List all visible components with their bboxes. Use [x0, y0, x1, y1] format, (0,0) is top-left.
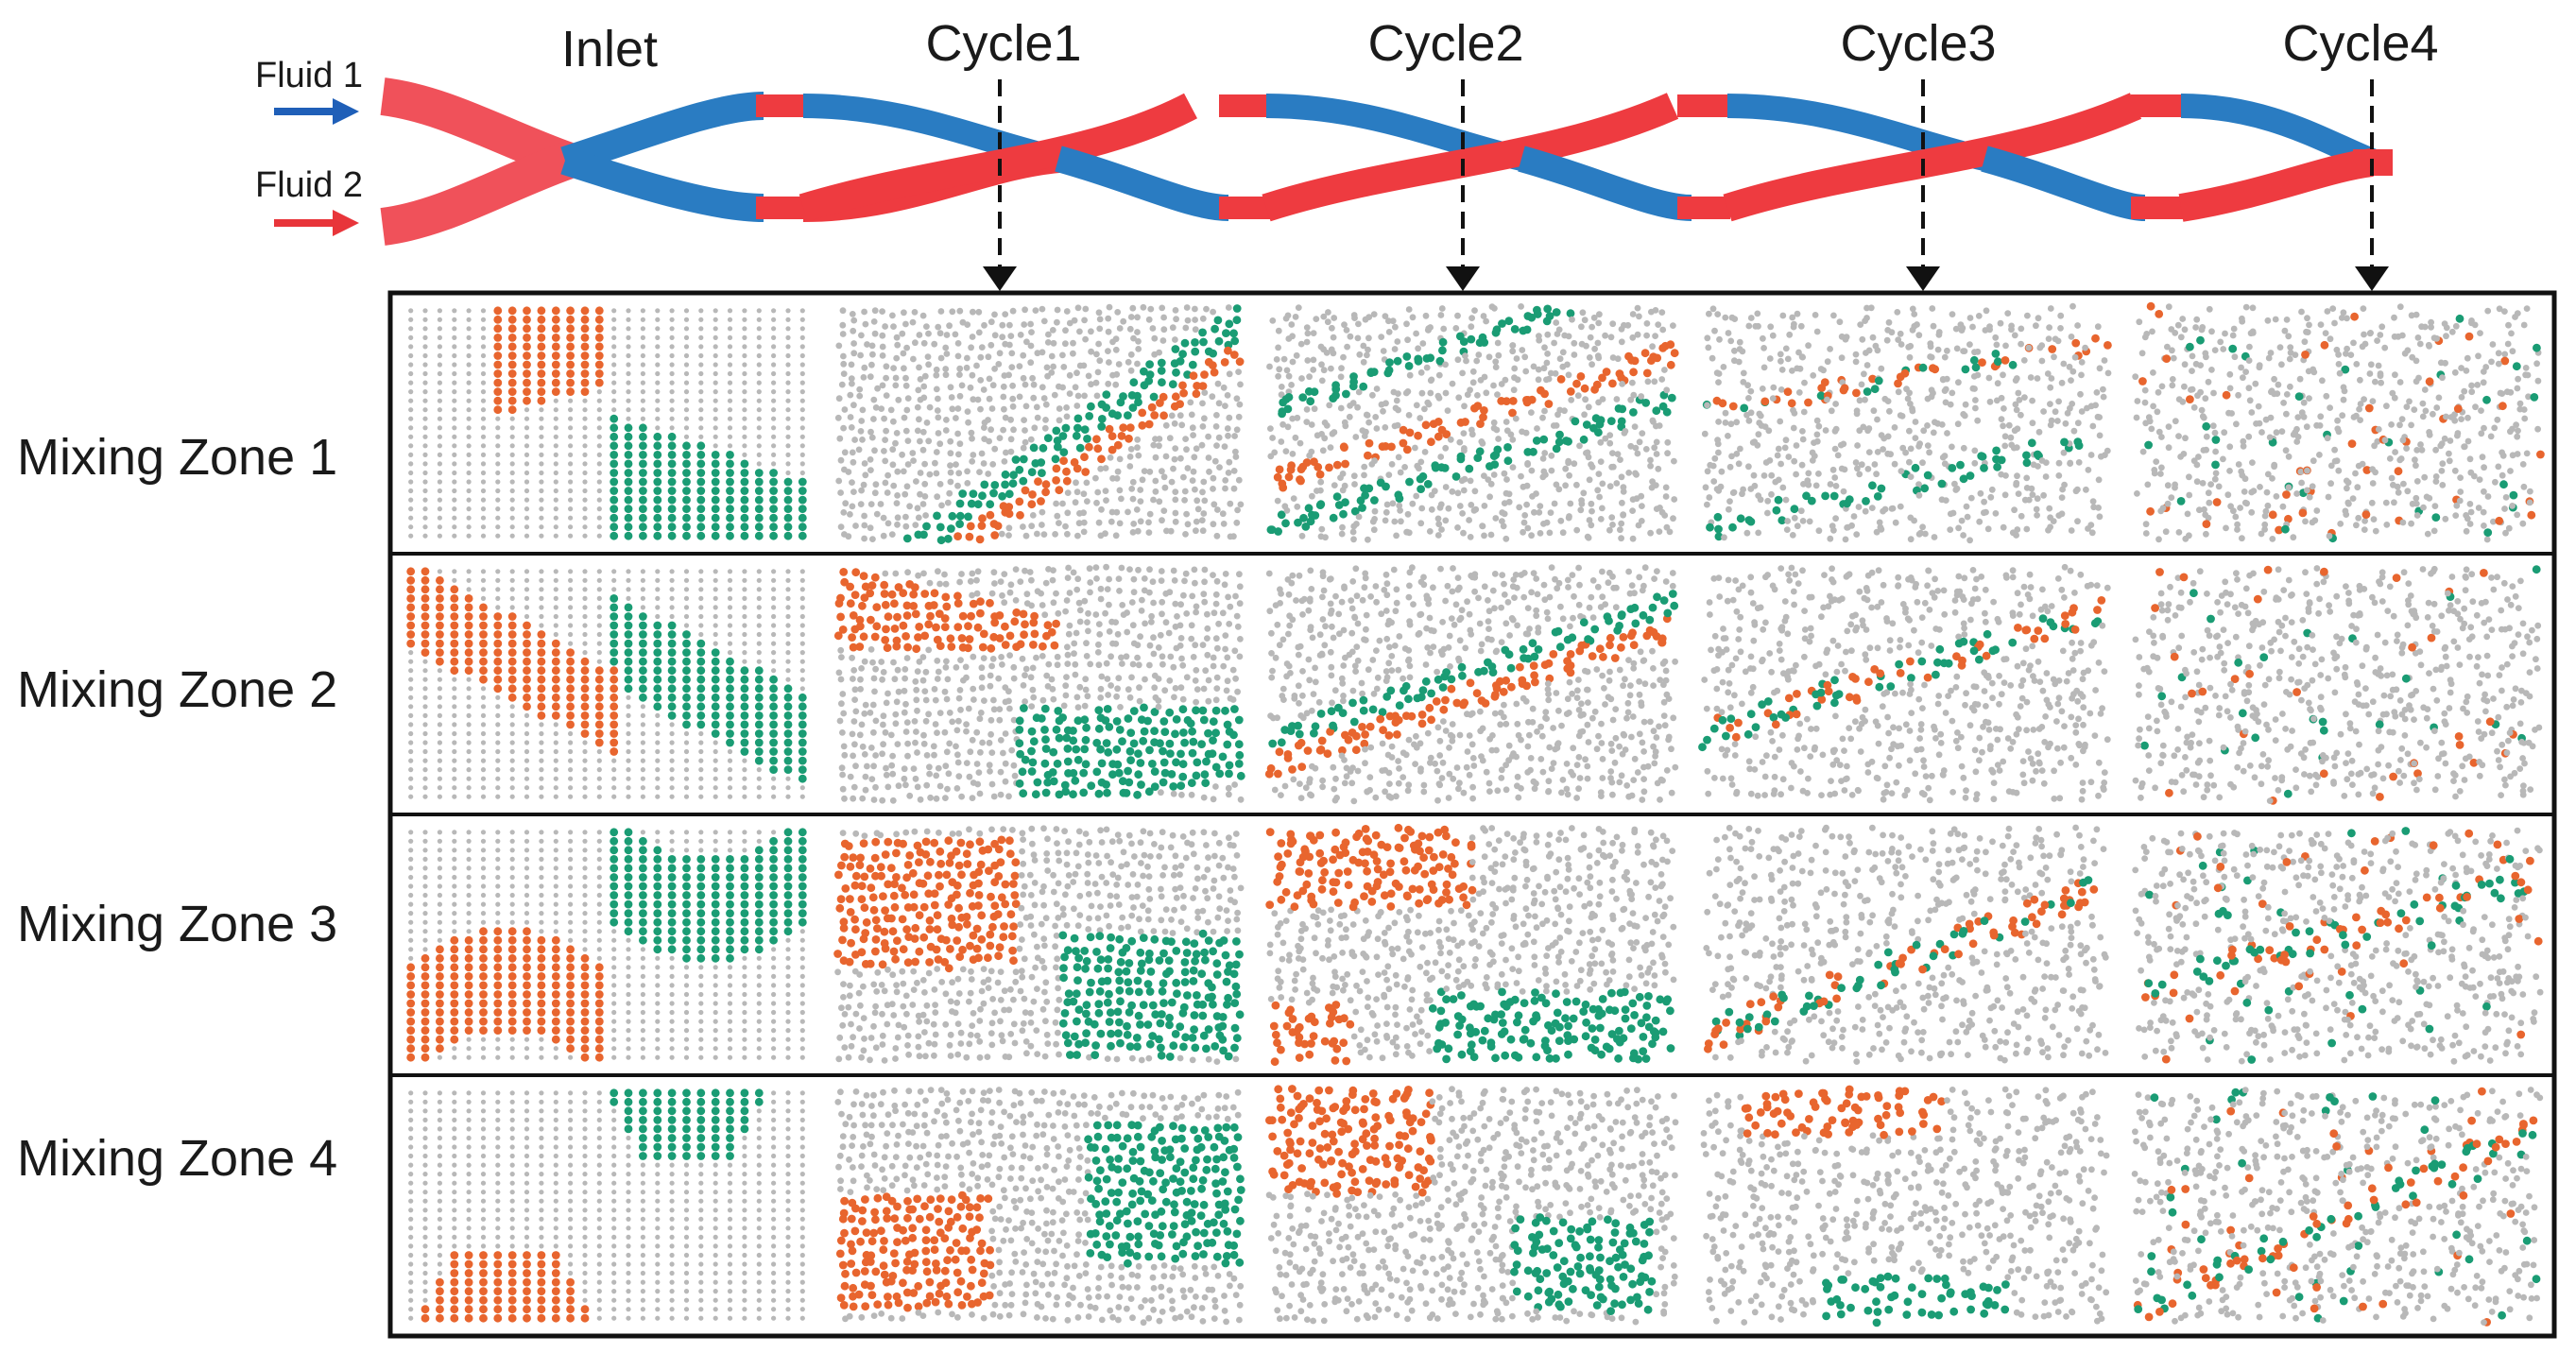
mixing-panel-zone1-cycle4: [2132, 301, 2545, 543]
mixing-grid: Mixing Zone 1 Mixing Zone 2 Mixing Zone …: [17, 290, 2557, 1339]
mixing-panel-zone2-cycle3: [1698, 563, 2111, 804]
fluid1-label: Fluid 1: [255, 56, 363, 95]
mixing-panel-zone4-cycle3: [1700, 1085, 2110, 1327]
row-label-zone3: Mixing Zone 3: [17, 896, 337, 952]
row-label-zone1: Mixing Zone 1: [17, 429, 337, 486]
cycle4-label: Cycle4: [2282, 15, 2438, 72]
cycle-arrows: [983, 79, 2389, 291]
mixing-panel-zone4-cycle1: [834, 1087, 1245, 1327]
row-label-zone4: Mixing Zone 4: [17, 1130, 337, 1187]
mixing-panel-zone3-cycle3: [1703, 824, 2109, 1065]
mixing-panel-zone2-cycle1: [833, 563, 1245, 804]
mixing-panel-zone3-inlet: [406, 828, 807, 1062]
cycle1-label: Cycle1: [925, 15, 1081, 72]
mixing-panel-zone3-cycle4: [2132, 827, 2544, 1065]
mixing-panel-zone3-cycle2: [1265, 823, 1677, 1067]
mixing-panel-zone4-cycle4: [2131, 1087, 2544, 1327]
fluid2-arrow: [274, 210, 359, 236]
cycle3-arrow: [1906, 79, 1940, 291]
cycle1-arrow: [983, 79, 1017, 291]
fluid2-label: Fluid 2: [255, 165, 363, 205]
mixing-panel-zone1-cycle1: [834, 303, 1245, 545]
mixing-panel-zone1-inlet: [408, 306, 807, 540]
cycle4-arrow: [2355, 79, 2389, 291]
mixing-panel-zone4-cycle2: [1265, 1085, 1679, 1326]
cycle2-arrow: [1446, 79, 1480, 291]
inlet-label: Inlet: [561, 21, 658, 77]
mixing-panel-zone2-inlet: [406, 567, 807, 799]
mixing-panel-zone4-inlet: [408, 1088, 805, 1323]
row-label-zone2: Mixing Zone 2: [17, 661, 337, 718]
fluid1-arrow: [274, 98, 359, 125]
cycle2-label: Cycle2: [1367, 15, 1523, 72]
mixing-units: [560, 92, 2393, 222]
cycle3-label: Cycle3: [1840, 15, 1996, 72]
mixing-panel-zone1-cycle2: [1266, 303, 1679, 543]
mixing-panel-zone3-cycle1: [833, 825, 1245, 1065]
particle-layer: [406, 301, 2545, 1327]
mixing-panel-zone2-cycle2: [1264, 564, 1679, 805]
inlet-junction: [380, 77, 574, 246]
grid-frame: [387, 290, 2557, 1339]
mixing-panel-zone1-cycle3: [1701, 302, 2112, 544]
channel-schematic: Fluid 1 Fluid 2: [255, 15, 2439, 291]
mixing-panel-zone2-cycle4: [2132, 565, 2543, 805]
